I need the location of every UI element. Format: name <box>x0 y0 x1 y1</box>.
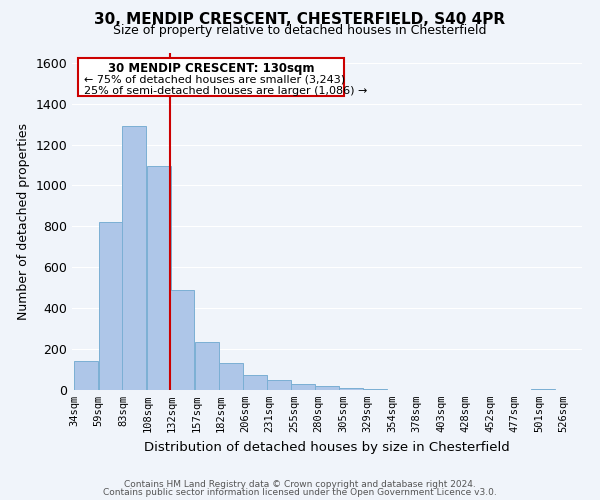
Bar <box>74 362 98 390</box>
X-axis label: Distribution of detached houses by size in Chesterfield: Distribution of detached houses by size … <box>144 440 510 454</box>
Text: 30, MENDIP CRESCENT, CHESTERFIELD, S40 4PR: 30, MENDIP CRESCENT, CHESTERFIELD, S40 4… <box>94 12 506 28</box>
Bar <box>122 126 146 390</box>
Text: Contains HM Land Registry data © Crown copyright and database right 2024.: Contains HM Land Registry data © Crown c… <box>124 480 476 489</box>
Bar <box>290 384 314 390</box>
FancyBboxPatch shape <box>78 58 344 96</box>
Bar <box>242 374 266 390</box>
Text: 30 MENDIP CRESCENT: 130sqm: 30 MENDIP CRESCENT: 130sqm <box>108 62 314 74</box>
Bar <box>98 222 122 390</box>
Y-axis label: Number of detached properties: Number of detached properties <box>17 122 30 320</box>
Text: ← 75% of detached houses are smaller (3,243): ← 75% of detached houses are smaller (3,… <box>84 75 345 85</box>
Text: 25% of semi-detached houses are larger (1,086) →: 25% of semi-detached houses are larger (… <box>84 86 367 96</box>
Bar <box>532 389 556 390</box>
Bar <box>146 166 170 390</box>
Bar <box>194 342 218 390</box>
Bar <box>340 388 364 390</box>
Bar <box>315 386 339 390</box>
Bar <box>363 389 387 390</box>
Text: Contains public sector information licensed under the Open Government Licence v3: Contains public sector information licen… <box>103 488 497 497</box>
Text: Size of property relative to detached houses in Chesterfield: Size of property relative to detached ho… <box>113 24 487 37</box>
Bar <box>267 380 291 390</box>
Bar <box>170 290 194 390</box>
Bar <box>219 364 243 390</box>
